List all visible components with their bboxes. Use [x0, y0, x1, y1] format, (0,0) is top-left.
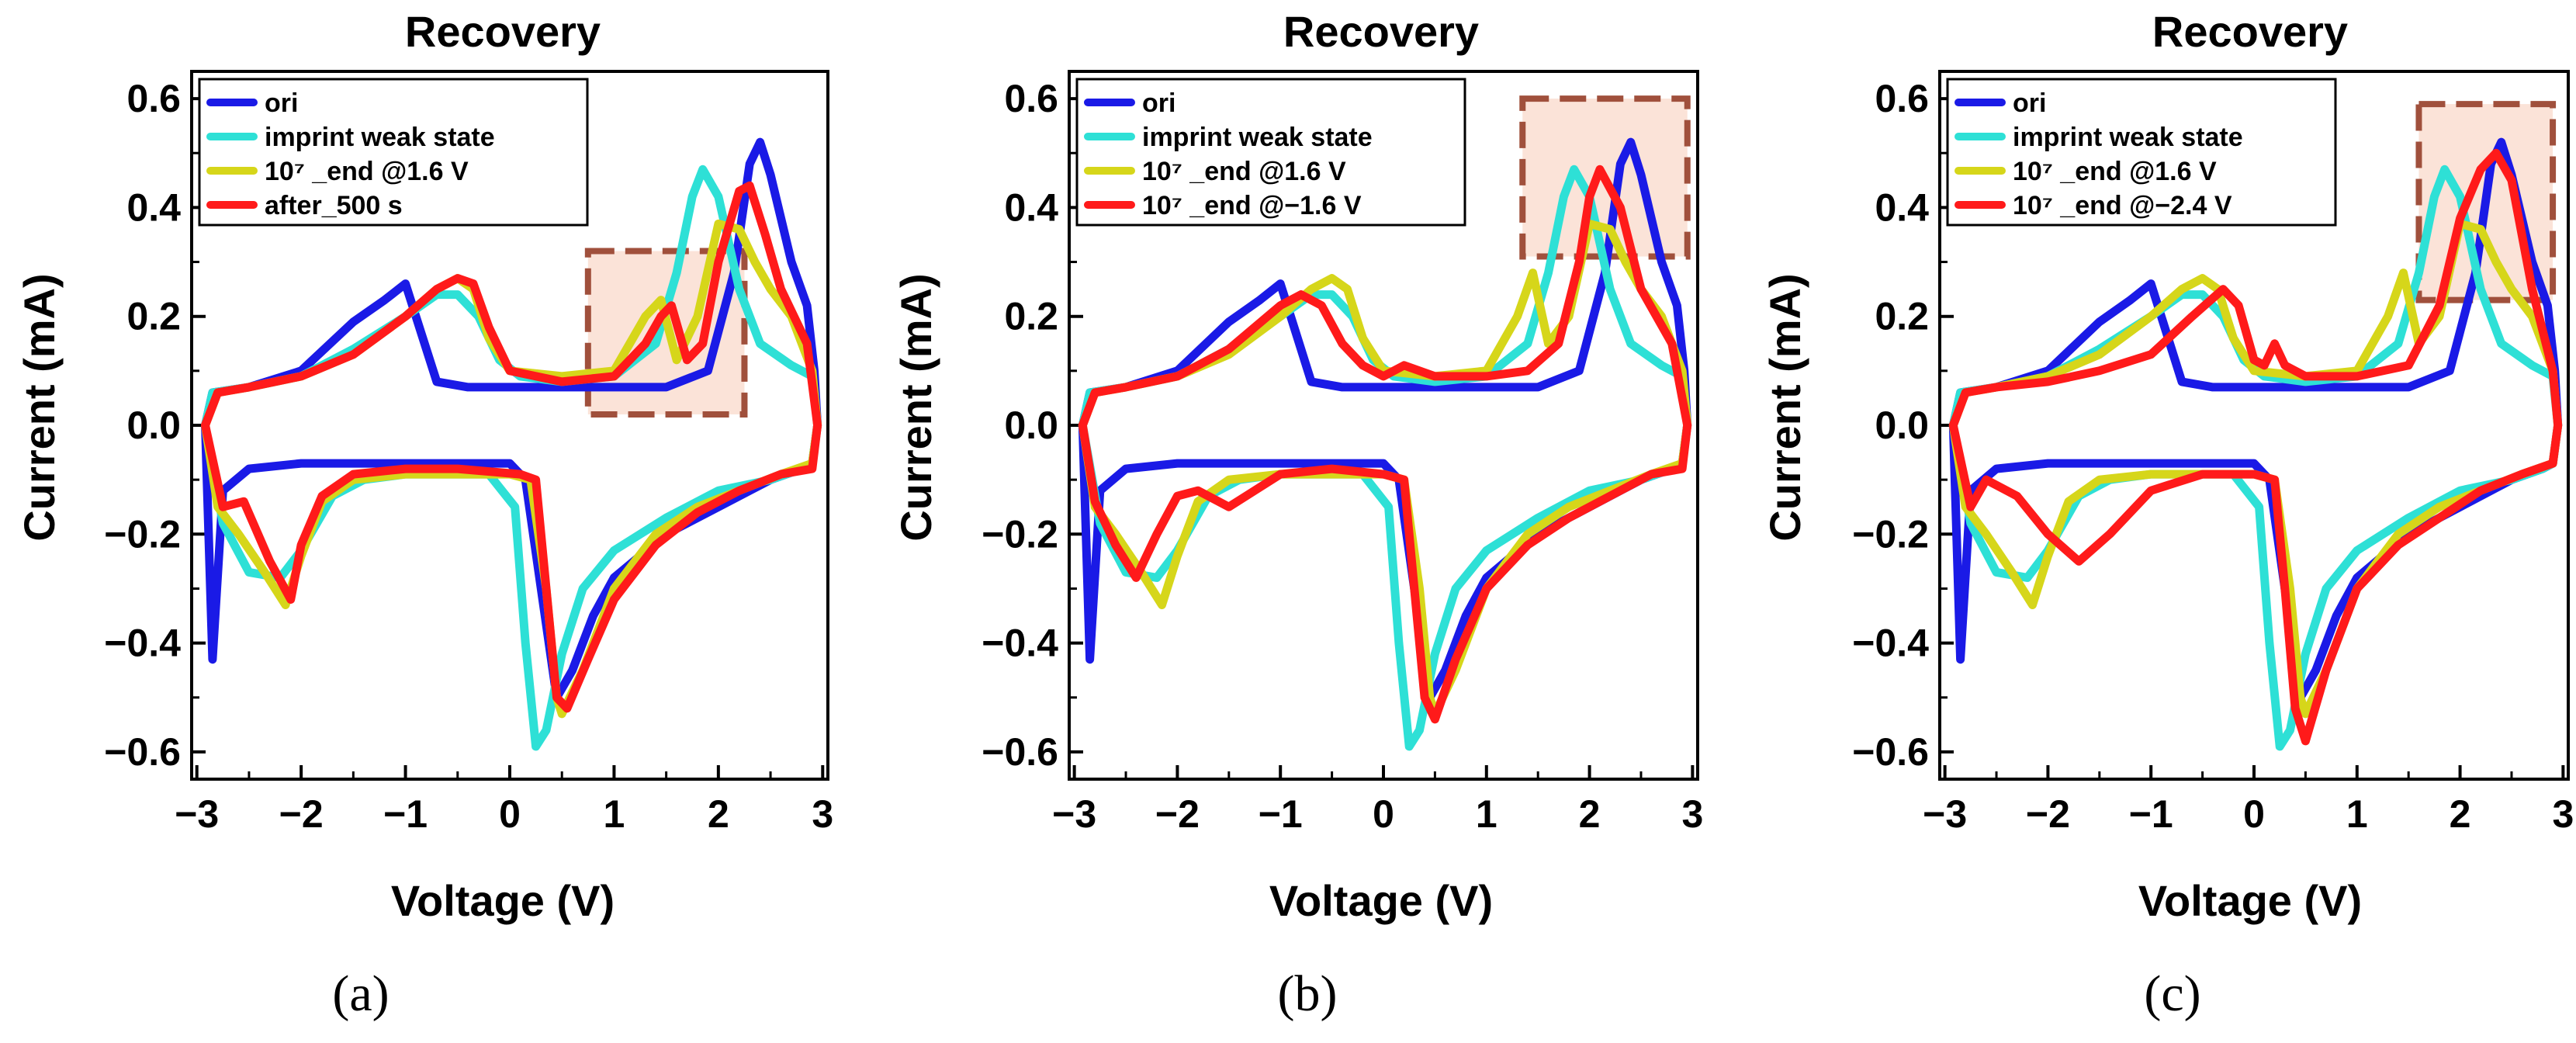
y-tick-label: 0.0	[126, 404, 181, 447]
x-tick-label: 3	[1681, 792, 1703, 836]
y-tick-label: 0.6	[126, 77, 181, 120]
panel-a: Recovery Voltage (V) Current (mA) −3 −2 …	[15, 7, 833, 1022]
legend-label: imprint weak state	[2013, 123, 2243, 152]
y-tick-label: 0.2	[126, 295, 181, 338]
panel-b-plot-frame	[1068, 70, 1699, 781]
legend-frame	[1075, 78, 1466, 227]
legend-label: imprint weak state	[1142, 123, 1373, 152]
legend-label: ori	[2013, 88, 2046, 118]
x-tick-label: 2	[708, 792, 729, 836]
panel-label-b: (b)	[1278, 965, 1338, 1022]
legend-frame	[198, 78, 589, 227]
legend-label: 10⁷ _end @−2.4 V	[2013, 191, 2232, 220]
panel-a-y-tick-labels: −0.6 −0.4 −0.2 0.0 0.2 0.4 0.6	[104, 77, 181, 774]
panel-b: Recovery Voltage (V) Current (mA) −3 −2 …	[892, 7, 1703, 1022]
y-tick-label: 0.0	[1875, 404, 1929, 447]
y-tick-label: 0.4	[126, 185, 181, 229]
panel-b-y-tick-labels: −0.6 −0.4 −0.2 0.0 0.2 0.4 0.6	[982, 77, 1058, 774]
y-tick-label: −0.4	[104, 622, 181, 665]
panel-b-ylabel: Current (mA)	[892, 273, 940, 541]
panel-a-series	[201, 137, 822, 751]
panel-c-title: Recovery	[2152, 7, 2348, 56]
x-tick-label: 1	[1476, 792, 1497, 836]
x-tick-label: −1	[2129, 792, 2173, 836]
legend-label: imprint weak state	[265, 123, 495, 152]
x-tick-label: −1	[1259, 792, 1303, 836]
x-tick-label: −2	[279, 792, 324, 836]
x-tick-label: −2	[2026, 792, 2070, 836]
legend-label: ori	[1142, 88, 1175, 118]
panel-a-xlabel: Voltage (V)	[391, 876, 615, 925]
x-tick-label: 1	[2346, 792, 2368, 836]
x-tick-label: 3	[812, 792, 833, 836]
legend-label: 10⁷ _end @1.6 V	[1142, 157, 1346, 186]
y-tick-label: −0.6	[104, 730, 181, 774]
panel-c-series	[1948, 137, 2563, 751]
panel-a-x-tick-labels: −3 −2 −1 0 1 2 3	[175, 792, 833, 836]
y-tick-label: 0.0	[1004, 404, 1058, 447]
legend-label: 10⁷ _end @−1.6 V	[1142, 191, 1362, 220]
x-tick-label: −3	[1923, 792, 1967, 836]
panel-c-plot-frame	[1938, 70, 2570, 781]
x-tick-label: 0	[1373, 792, 1394, 836]
panel-c-ylabel: Current (mA)	[1761, 273, 1809, 541]
x-tick-label: 2	[2450, 792, 2471, 836]
y-tick-label: −0.4	[1852, 622, 1929, 665]
panel-label-c: (c)	[2144, 965, 2200, 1022]
panel-b-title: Recovery	[1283, 7, 1479, 56]
legend-frame	[1946, 78, 2337, 227]
x-tick-label: 3	[2552, 792, 2574, 836]
x-tick-label: −3	[1052, 792, 1096, 836]
x-tick-label: −2	[1155, 792, 1200, 836]
panel-a-ylabel: Current (mA)	[15, 273, 64, 541]
panel-c-y-tick-labels: −0.6 −0.4 −0.2 0.0 0.2 0.4 0.6	[1852, 77, 1929, 774]
y-tick-label: −0.2	[1852, 512, 1929, 556]
panel-c-ticks	[1940, 97, 2565, 779]
panel-a-plot-frame	[190, 70, 829, 781]
legend-label: 10⁷ _end @1.6 V	[265, 157, 469, 186]
y-tick-label: 0.4	[1875, 185, 1929, 229]
y-tick-label: −0.4	[982, 622, 1058, 665]
x-tick-label: 2	[1579, 792, 1601, 836]
panel-b-xlabel: Voltage (V)	[1269, 876, 1493, 925]
series-line	[1078, 165, 1692, 724]
x-tick-label: 0	[2243, 792, 2265, 836]
x-tick-label: 0	[499, 792, 521, 836]
y-tick-label: 0.2	[1875, 295, 1929, 338]
panel-c-xlabel: Voltage (V)	[2138, 876, 2362, 925]
y-tick-label: −0.2	[982, 512, 1058, 556]
legend-label: 10⁷ _end @1.6 V	[2013, 157, 2217, 186]
legend-label: ori	[265, 88, 298, 118]
panel-label-a: (a)	[332, 965, 389, 1022]
y-tick-label: 0.2	[1004, 295, 1058, 338]
panel-c-x-tick-labels: −3 −2 −1 0 1 2 3	[1923, 792, 2574, 836]
panel-b-series	[1078, 137, 1692, 751]
x-tick-label: 1	[604, 792, 625, 836]
panel-c: Recovery Voltage (V) Current (mA) −3 −2 …	[1761, 7, 2574, 1022]
y-tick-label: −0.6	[1852, 730, 1929, 774]
panel-b-x-tick-labels: −3 −2 −1 0 1 2 3	[1052, 792, 1703, 836]
y-tick-label: 0.4	[1004, 185, 1058, 229]
series-line	[1948, 148, 2563, 746]
panel-a-title: Recovery	[405, 7, 601, 56]
x-tick-label: −1	[383, 792, 428, 836]
panel-a-legend: ori imprint weak state 10⁷ _end @1.6 V a…	[198, 78, 589, 227]
panel-c-legend: ori imprint weak state 10⁷ _end @1.6 V 1…	[1946, 78, 2337, 227]
x-tick-label: −3	[175, 792, 219, 836]
legend-label: after_500 s	[265, 191, 403, 220]
y-tick-label: −0.2	[104, 512, 181, 556]
y-tick-label: −0.6	[982, 730, 1058, 774]
series-line	[201, 181, 822, 713]
panel-b-legend: ori imprint weak state 10⁷ _end @1.6 V 1…	[1075, 78, 1466, 227]
y-tick-label: 0.6	[1004, 77, 1058, 120]
y-tick-label: 0.6	[1875, 77, 1929, 120]
